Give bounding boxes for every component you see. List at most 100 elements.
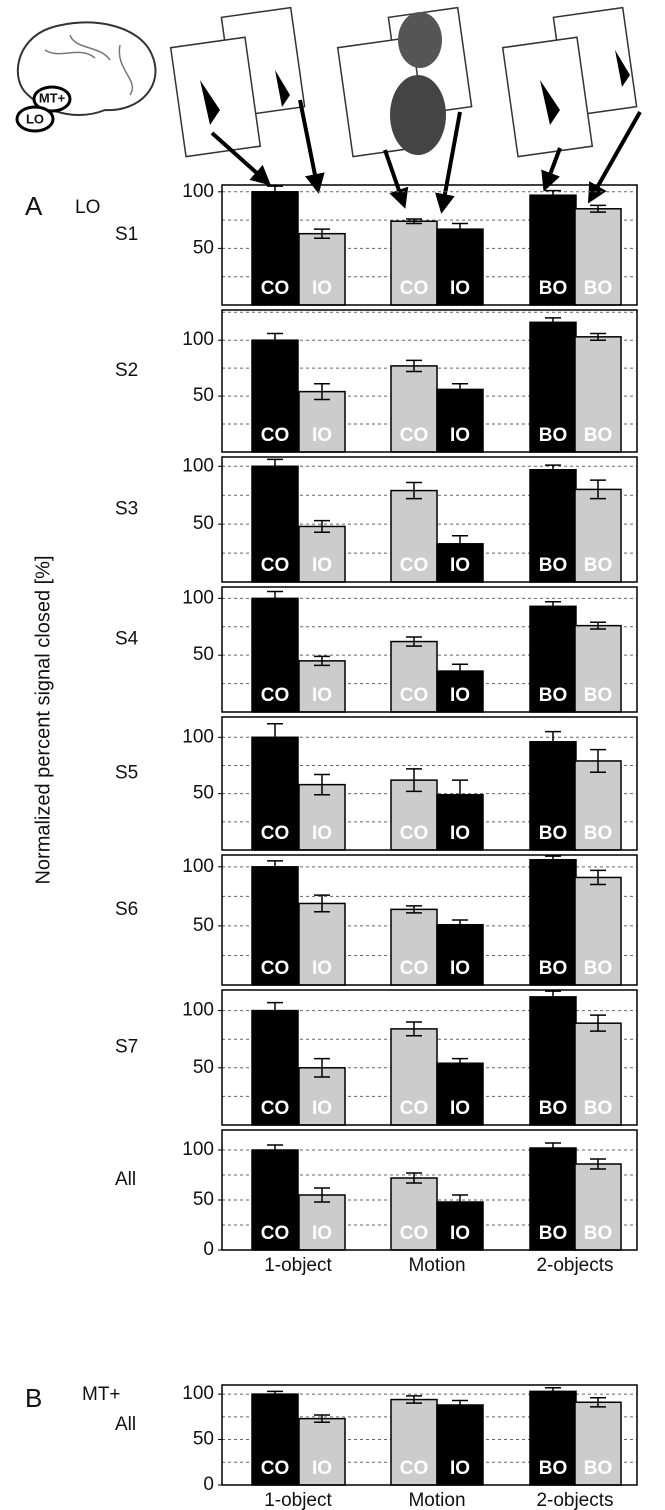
error-bar [590,869,606,886]
y-tick-label: 50 [193,1057,214,1078]
x-tick-label: 2-objects [536,1490,613,1510]
error-bar [314,228,330,239]
bar-label: IO [450,823,470,844]
error-bar [267,1390,283,1398]
bar-label: IO [312,278,332,299]
error-bar [590,748,606,773]
bar-label: CO [400,1223,429,1244]
bar-label: BO [584,278,613,299]
bar-label: IO [312,425,332,446]
bar-label: CO [261,278,290,299]
bar-label: IO [312,685,332,706]
bar-label: CO [400,823,429,844]
error-bar [590,1014,606,1032]
error-bar [314,383,330,401]
stimuli [169,6,638,158]
bar-label: IO [450,555,470,576]
arrows [210,99,642,214]
bar [390,365,438,453]
panel-label: S4 [115,629,139,650]
y-tick-label: 50 [193,783,214,804]
error-bar [267,185,283,199]
x-tick-label: 1-object [264,1490,332,1510]
error-bar [267,332,283,348]
bar-label: IO [450,958,470,979]
bar-label: BO [539,278,568,299]
error-bar [406,636,422,647]
plot-frame [221,456,638,583]
error-bar [314,1057,330,1078]
error-bar [314,1414,330,1424]
bar-label: BO [539,1458,568,1479]
x-tick-label: 2-objects [536,1255,613,1276]
bar-label: IO [312,555,332,576]
bar [529,741,577,851]
error-bar [545,730,561,753]
bar-label: BO [584,425,613,446]
bar-label: CO [400,555,429,576]
bar-label: CO [261,958,290,979]
y-tick-label: 100 [182,455,214,476]
bar [529,1390,577,1486]
y-tick-label: 50 [193,1189,214,1210]
error-bar [406,1172,422,1184]
region-label: LO [75,197,100,218]
plot-frame [221,1384,638,1486]
y-tick-label: 100 [182,726,214,747]
bar-label: BO [584,1223,613,1244]
bar [436,923,484,986]
brain-label: LO [26,111,44,126]
plot-frame [221,586,638,713]
panel-label: All [115,1414,136,1435]
y-tick-label: 100 [182,329,214,350]
x-tick-label: 1-object [264,1255,332,1276]
brain-label: MT+ [39,90,66,105]
y-tick-label: 100 [182,1000,214,1021]
panel-label: All [115,1169,136,1190]
bar-label: BO [584,958,613,979]
error-bar [545,601,561,612]
bar-label: BO [539,685,568,706]
error-bar [590,1396,606,1408]
bar-label: BO [539,1098,568,1119]
error-bar [314,773,330,796]
bar-label: BO [539,958,568,979]
y-tick-label: 100 [182,856,214,877]
bar [574,1022,622,1126]
error-bar [267,590,283,606]
bar [390,1028,438,1126]
bar [574,760,622,851]
bar [298,1417,346,1486]
bar-label: CO [261,1223,290,1244]
error-bar [452,1194,468,1210]
y-tick-label: 50 [193,644,214,665]
error-bar [590,621,606,630]
bar [251,191,299,306]
bar-label: CO [400,685,429,706]
error-bar [590,1158,606,1170]
region-label: MT+ [82,1384,121,1405]
y-tick-label: 50 [193,385,214,406]
bar-label: CO [261,555,290,576]
bar-label: IO [312,1098,332,1119]
x-tick-label: Motion [408,1490,465,1510]
error-bar [452,534,468,553]
error-bar [452,383,468,396]
error-bar [406,359,422,373]
error-bar [452,1399,468,1411]
bar-label: CO [261,425,290,446]
plot-frame [221,1129,638,1251]
error-bar [406,1395,422,1404]
error-bar [314,655,330,667]
y-tick-label: 50 [193,915,214,936]
panel-label: S3 [115,499,138,520]
y-tick-label: 50 [193,237,214,258]
y-tick-label: 100 [182,1139,214,1160]
error-bar [545,990,561,1004]
y-tick-label: 0 [203,1474,214,1495]
bar-label: IO [312,958,332,979]
bar-label: CO [261,1458,290,1479]
bar-label: BO [584,555,613,576]
brain-icon: MT+ LO [15,21,157,133]
